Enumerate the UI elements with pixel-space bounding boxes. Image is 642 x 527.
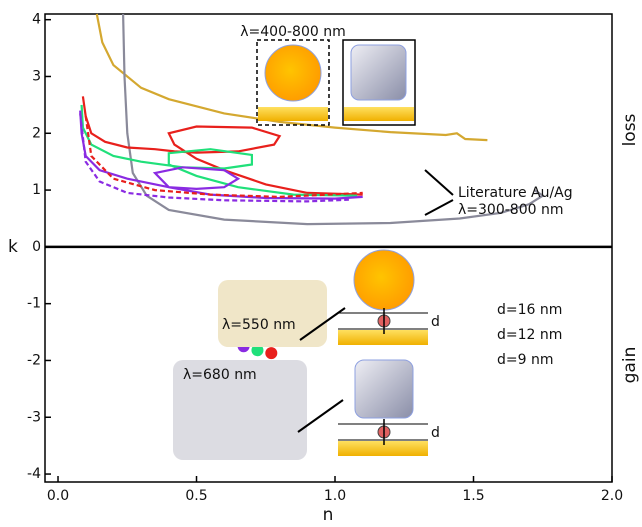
y-tick-label: -1 <box>27 296 41 312</box>
point <box>265 347 277 359</box>
chart: 4 3 2 1 0 -1 -2 -3 -4 0.0 0.5 1.0 1.5 2.0 λ=400-800 n… <box>0 0 642 523</box>
sphere-icon <box>354 250 414 310</box>
film-icon <box>258 107 328 121</box>
y-tick-label: 4 <box>32 12 41 28</box>
x-tick-label: 1.0 <box>324 488 346 504</box>
legend-label: d=16 nm <box>497 302 562 318</box>
x-tick-label: 2.0 <box>601 488 623 504</box>
film-icon <box>338 330 428 345</box>
y-tick-label: -4 <box>27 466 41 482</box>
legend-label: d=9 nm <box>497 352 554 368</box>
annotation: λ=300-800 nm <box>458 202 563 218</box>
pointer <box>425 170 453 195</box>
y-tick-label: 1 <box>32 182 41 198</box>
annotation: λ=550 nm <box>222 317 296 333</box>
y-tick-label: 3 <box>32 68 41 84</box>
annotation: Literature Au/Ag <box>458 185 573 201</box>
annotation: λ=680 nm <box>183 367 257 383</box>
region-label: gain <box>620 347 640 384</box>
x-axis-label: n <box>323 505 334 523</box>
annotation: d <box>431 314 440 330</box>
sphere-icon <box>265 45 321 101</box>
y-tick-label: -3 <box>27 409 41 425</box>
x-tick-label: 0.5 <box>185 488 207 504</box>
x-tick-label: 0.0 <box>47 488 69 504</box>
x-tick-label: 1.5 <box>462 488 484 504</box>
inset-box <box>218 280 327 347</box>
y-tick-label: 0 <box>32 239 41 255</box>
y-axis-label: k <box>8 237 18 257</box>
film-icon <box>344 107 414 121</box>
annotation: λ=400-800 nm <box>240 24 345 40</box>
series-line <box>80 111 363 199</box>
y-tick-label: -2 <box>27 352 41 368</box>
pointer <box>425 200 453 215</box>
y-tick-label: 2 <box>32 125 41 141</box>
film-icon <box>338 441 428 456</box>
region-label: loss <box>620 113 640 146</box>
cube-icon <box>351 45 406 100</box>
legend-label: d=12 nm <box>497 327 562 343</box>
cube-icon <box>355 360 413 418</box>
annotation: d <box>431 425 440 441</box>
plot-area: 4 3 2 1 0 -1 -2 -3 -4 0.0 0.5 1.0 1.5 2.0 <box>27 12 623 504</box>
